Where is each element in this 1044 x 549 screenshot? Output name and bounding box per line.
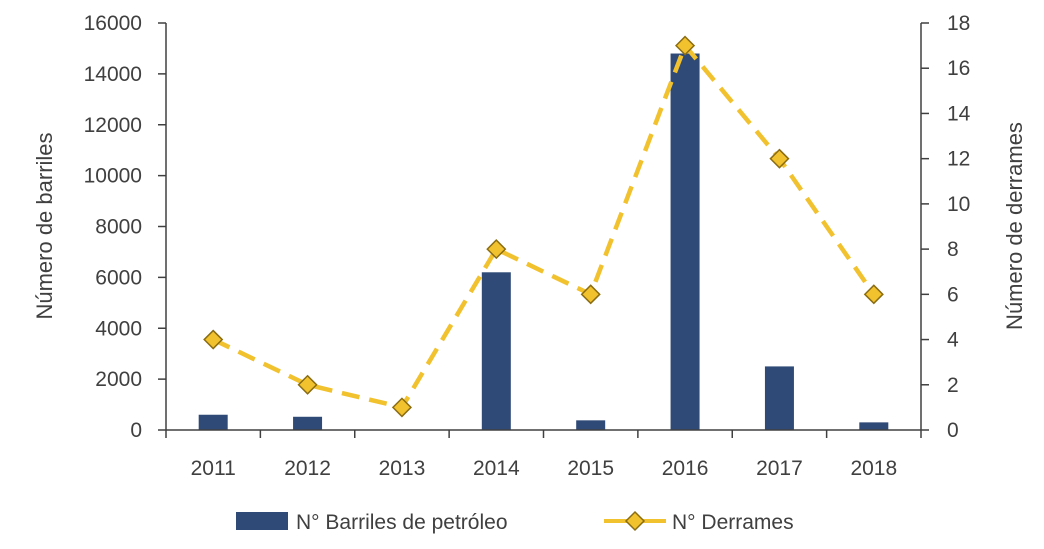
right-tick-label: 0 [947,419,959,442]
line-path [212,43,876,410]
left-axis-title: Número de barriles [32,132,57,319]
right-tick-label: 4 [947,329,959,352]
line-point [769,148,790,169]
line-point [486,239,507,260]
left-axis-ticks: 0 2000 4000 6000 8000 10000 12000 14000 16000 [84,12,166,442]
legend-label-bars: N° Barriles de petróleo [296,511,508,534]
bar [576,420,606,430]
bar [859,422,889,430]
legend-swatch-marker [624,510,646,532]
bar [198,414,228,430]
right-axis-ticks: 0 2 4 6 8 10 12 14 16 18 [921,12,971,442]
right-axis-title: Número de derrames [1002,122,1027,330]
x-tick-label: 2012 [284,457,331,480]
bar [764,366,794,430]
x-tick-label: 2016 [662,457,709,480]
line-point [297,374,318,395]
x-axis-ticks: 2011 2012 2013 2014 2015 2016 2017 2018 [165,430,922,480]
legend-swatch-bars [236,512,288,530]
x-tick-label: 2011 [191,457,236,480]
x-tick-label: 2018 [850,457,897,480]
line-point [675,35,696,56]
left-tick-label: 16000 [84,12,142,35]
line-point [580,284,601,305]
line-series [203,35,884,418]
left-tick-label: 12000 [84,114,142,137]
x-tick-label: 2015 [567,457,614,480]
line-point [863,284,884,305]
right-tick-label: 16 [947,57,970,80]
left-tick-label: 10000 [84,165,142,188]
legend-label-line: N° Derrames [672,511,794,534]
bar-series [198,53,889,431]
right-tick-label: 14 [947,102,971,125]
bar [293,416,323,430]
left-tick-label: 14000 [84,63,142,86]
right-tick-label: 6 [947,283,959,306]
line-point [391,397,412,418]
right-tick-label: 12 [947,148,970,171]
right-tick-label: 2 [947,374,959,397]
x-tick-label: 2017 [756,457,803,480]
right-tick-label: 10 [947,193,970,216]
left-tick-label: 8000 [95,216,142,239]
right-tick-label: 18 [947,12,970,35]
left-tick-label: 2000 [95,368,142,391]
x-tick-label: 2014 [473,457,520,480]
right-tick-label: 8 [947,238,959,261]
bar [481,272,511,430]
legend: N° Barriles de petróleo N° Derrames [236,510,794,534]
left-tick-label: 6000 [95,266,142,289]
left-tick-label: 0 [130,419,142,442]
x-tick-label: 2013 [379,457,426,480]
line-point [203,329,224,350]
bar [670,53,700,431]
left-tick-label: 4000 [95,317,142,340]
